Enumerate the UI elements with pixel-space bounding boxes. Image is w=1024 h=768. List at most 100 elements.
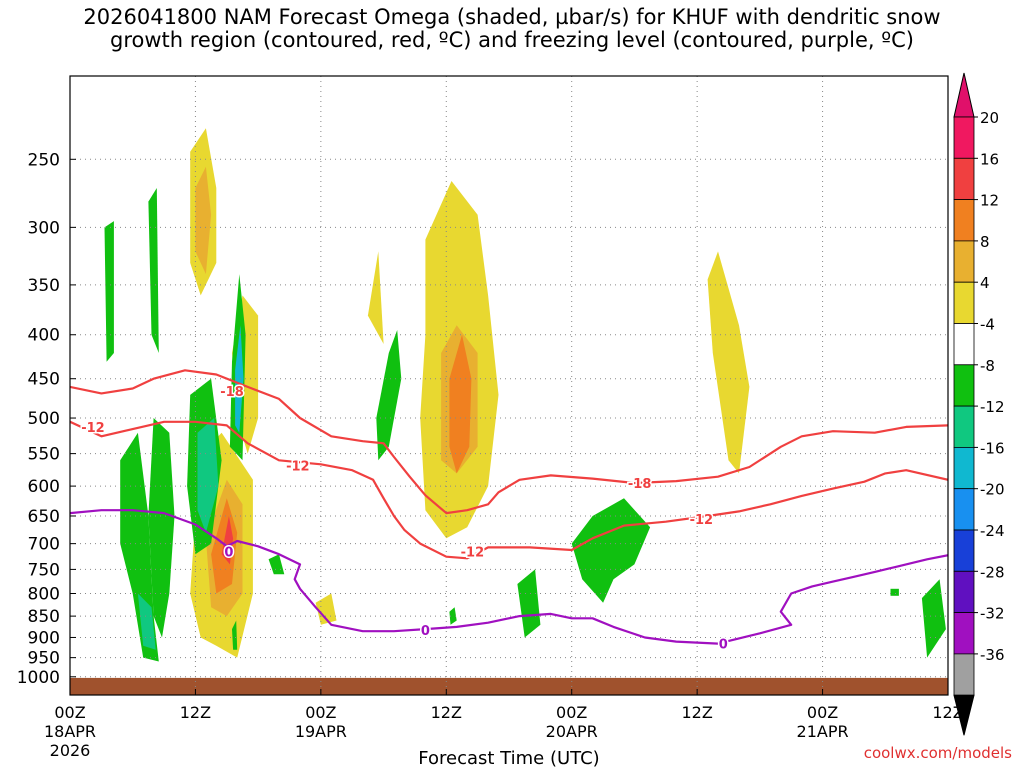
colorbar-over-arrow — [953, 72, 975, 118]
x-tick-label: 12Z — [431, 703, 462, 722]
contour-label-text: -18 — [628, 477, 652, 492]
omega-shading — [104, 128, 946, 662]
omega-region-15 — [120, 432, 159, 662]
contour-label-text: -12 — [81, 421, 105, 436]
omega-region-23 — [517, 569, 541, 638]
x-tick-label: 00Z — [54, 703, 85, 722]
x-tick-year: 2026 — [50, 741, 91, 760]
y-tick-label: 350 — [28, 276, 60, 296]
colorbar-label: -12 — [980, 398, 1005, 416]
colorbar-label: -24 — [980, 522, 1005, 540]
y-tick-label: 750 — [28, 560, 60, 580]
x-tick-date: 21APR — [797, 722, 849, 741]
contour-label: 0 — [717, 636, 729, 654]
plot-border — [69, 75, 949, 696]
contour-label-text: -18 — [220, 385, 244, 400]
contour-label: -12 — [688, 511, 715, 529]
omega-region-11 — [707, 251, 750, 474]
omega-region-16 — [148, 418, 175, 638]
contour-label: -12 — [285, 458, 312, 476]
colorbar-label: 4 — [980, 274, 990, 292]
omega-region-1 — [195, 166, 212, 275]
x-tick-label: 12Z — [681, 703, 712, 722]
x-tick-date: 18APR — [44, 722, 96, 741]
credit-text: coolwx.com/models — [863, 744, 1012, 762]
omega-region-21 — [376, 330, 402, 461]
colorbar-swatch — [953, 612, 975, 655]
omega-region-18 — [197, 418, 219, 533]
colorbar-swatch — [953, 281, 975, 324]
contour-label-text: -12 — [286, 460, 310, 475]
omega-region-26 — [890, 588, 899, 596]
chart-title: 2026041800 NAM Forecast Omega (shaded, µ… — [83, 5, 941, 52]
omega-region-20 — [235, 325, 244, 433]
y-tick-label: 400 — [28, 326, 60, 346]
y-tick-label: 650 — [28, 507, 60, 527]
contour-label-text: -12 — [690, 513, 714, 528]
colorbar-label: -8 — [980, 357, 995, 375]
y-tick-label: 600 — [28, 477, 60, 497]
x-axis-label: Forecast Time (UTC) — [418, 748, 599, 768]
colorbar-swatch — [953, 364, 975, 407]
contour-label-text: 0 — [719, 638, 728, 653]
colorbar-swatch — [953, 446, 975, 490]
omega-region-29 — [232, 620, 238, 650]
x-tick-label: 00Z — [305, 703, 336, 722]
y-tick-label: 500 — [28, 409, 60, 429]
omega-region-28 — [137, 593, 156, 650]
x-tick-date: 20APR — [546, 722, 598, 741]
y-tick-label: 550 — [28, 445, 60, 465]
y-tick-label: 250 — [28, 150, 60, 170]
colorbar-label: 20 — [980, 109, 999, 127]
x-tick-label: 12Z — [932, 703, 963, 722]
omega-region-27 — [268, 554, 285, 575]
colorbar-swatch — [953, 323, 975, 366]
y-tick-label: 700 — [28, 535, 60, 555]
colorbar-label: -4 — [980, 316, 995, 334]
contour-label: -12 — [80, 419, 107, 437]
x-tick-date: 19APR — [295, 722, 347, 741]
colorbar-label: 16 — [980, 150, 999, 168]
colorbar-swatch — [953, 653, 975, 696]
contour-line-2 — [70, 509, 948, 645]
x-tick-label: 12Z — [180, 703, 211, 722]
colorbar: 20 16 12 8 4 -4 -8 -12 -16 -20 -24 -28 -32 -36 — [953, 72, 1005, 736]
omega-region-24 — [449, 607, 457, 625]
colorbar-swatch — [953, 570, 975, 613]
contour-line-0 — [70, 369, 948, 515]
omega-region-14 — [148, 188, 159, 353]
colorbar-label: -32 — [980, 605, 1005, 623]
contour-lines: -18 -18 -12 -12 -12 -12 0 0 0 — [70, 369, 948, 654]
ground-layer — [70, 677, 948, 695]
y-tick-label: 850 — [28, 607, 60, 627]
omega-region-22 — [571, 498, 651, 603]
colorbar-label: -16 — [980, 439, 1005, 457]
colorbar-label: -20 — [980, 481, 1005, 499]
omega-region-13 — [104, 221, 114, 362]
y-tick-label: 950 — [28, 649, 60, 669]
x-tick-label: 00Z — [556, 703, 587, 722]
colorbar-label: -36 — [980, 646, 1005, 664]
colorbar-swatch — [953, 116, 975, 159]
contour-line-1 — [70, 420, 948, 560]
plot-frame — [69, 75, 949, 696]
contour-label: -18 — [219, 383, 246, 401]
contour-label-text: 0 — [224, 546, 233, 561]
contour-label-text: 0 — [421, 624, 430, 639]
y-tick-label: 1000 — [17, 668, 60, 688]
contour-label: 0 — [223, 544, 235, 562]
contour-label: -18 — [626, 475, 653, 493]
contour-label-text: -12 — [461, 546, 485, 561]
ground-band — [70, 677, 948, 695]
omega-region-25 — [921, 579, 946, 658]
colorbar-swatch — [953, 157, 975, 201]
colorbar-swatch — [953, 529, 975, 572]
colorbar-swatch — [953, 240, 975, 283]
y-tick-label: 800 — [28, 584, 60, 604]
omega-region-5 — [367, 251, 384, 344]
colorbar-label: -28 — [980, 563, 1005, 581]
y-tick-label: 300 — [28, 218, 60, 238]
colorbar-swatch — [953, 199, 975, 242]
y-tick-label: 900 — [28, 628, 60, 648]
